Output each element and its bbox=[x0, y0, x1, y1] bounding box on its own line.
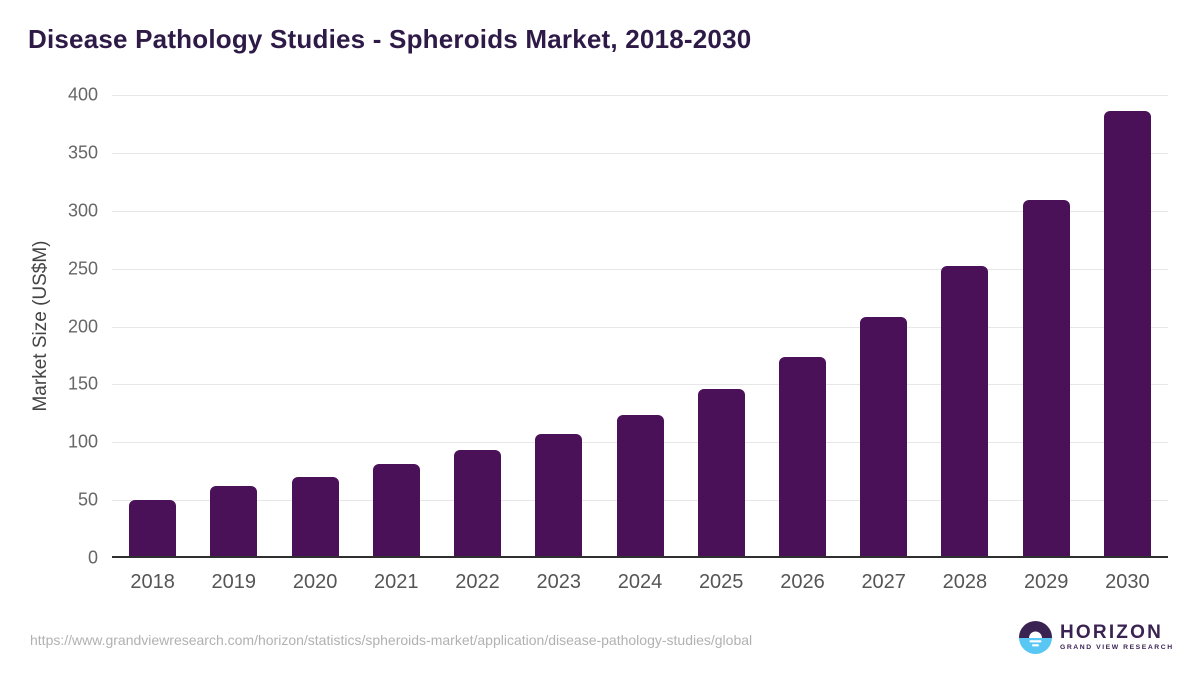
x-tick-label-2022: 2022 bbox=[455, 571, 500, 593]
plot-area: 0 50 100 150 200 250 300 350 400 2018 2019 2020 2021… bbox=[68, 85, 1168, 593]
y-tick-label-400: 400 bbox=[67, 84, 98, 105]
logo-text: HORIZON GRAND VIEW RESEARCH bbox=[1060, 623, 1174, 652]
x-tick-label-2023: 2023 bbox=[536, 571, 582, 593]
x-tick-label-2028: 2028 bbox=[942, 571, 988, 593]
bar-2025 bbox=[697, 389, 745, 558]
x-tick-label-2029: 2029 bbox=[1023, 571, 1069, 593]
x-tick-label-2024: 2024 bbox=[617, 571, 663, 593]
source-url: https://www.grandviewresearch.com/horizo… bbox=[30, 632, 753, 648]
x-tick-label-2027: 2027 bbox=[861, 571, 906, 593]
bar-2027 bbox=[860, 317, 908, 558]
y-tick-label-300: 300 bbox=[67, 200, 98, 221]
bar-2026 bbox=[779, 356, 826, 558]
y-tick-label-0: 0 bbox=[87, 547, 98, 568]
gridline-350 bbox=[112, 153, 1168, 154]
x-axis-line bbox=[112, 556, 1168, 558]
horizon-sunrise-icon bbox=[1019, 621, 1052, 654]
x-tick-label-2020: 2020 bbox=[292, 571, 338, 593]
bar-2022 bbox=[454, 450, 501, 558]
y-axis-title: Market Size (US$M) bbox=[30, 240, 51, 412]
gridline-200 bbox=[112, 327, 1168, 328]
x-tick-label-2021: 2021 bbox=[374, 571, 419, 593]
bar-2029 bbox=[1022, 200, 1070, 558]
x-tick-label-2018: 2018 bbox=[130, 571, 175, 593]
bar-2019 bbox=[210, 486, 258, 558]
x-tick-label-2019: 2019 bbox=[211, 571, 257, 593]
bar-2021 bbox=[372, 464, 420, 558]
x-tick-label-2025: 2025 bbox=[698, 571, 744, 593]
y-tick-label-250: 250 bbox=[67, 258, 98, 279]
bar-2020 bbox=[291, 477, 339, 558]
bar-2030 bbox=[1103, 111, 1151, 558]
gridline-150 bbox=[112, 384, 1168, 385]
y-tick-label-100: 100 bbox=[67, 431, 98, 452]
bar-2028 bbox=[941, 266, 989, 558]
bar-2023 bbox=[535, 434, 583, 558]
bar-2018 bbox=[129, 500, 177, 558]
y-tick-label-350: 350 bbox=[67, 142, 98, 163]
x-tick-label-2026: 2026 bbox=[780, 571, 825, 593]
bar-2024 bbox=[616, 414, 664, 558]
gridline-250 bbox=[112, 269, 1168, 270]
horizon-logo: HORIZON GRAND VIEW RESEARCH bbox=[1019, 621, 1174, 654]
y-tick-label-50: 50 bbox=[77, 489, 98, 510]
y-tick-label-200: 200 bbox=[67, 316, 98, 337]
logo-tagline: GRAND VIEW RESEARCH bbox=[1060, 644, 1174, 652]
chart-title: Disease Pathology Studies - Spheroids Ma… bbox=[28, 24, 752, 54]
gridline-300 bbox=[112, 211, 1168, 212]
gridline-400 bbox=[112, 95, 1168, 96]
logo-brand: HORIZON bbox=[1060, 621, 1164, 643]
x-tick-label-2030: 2030 bbox=[1105, 571, 1150, 593]
y-tick-label-150: 150 bbox=[67, 373, 98, 394]
